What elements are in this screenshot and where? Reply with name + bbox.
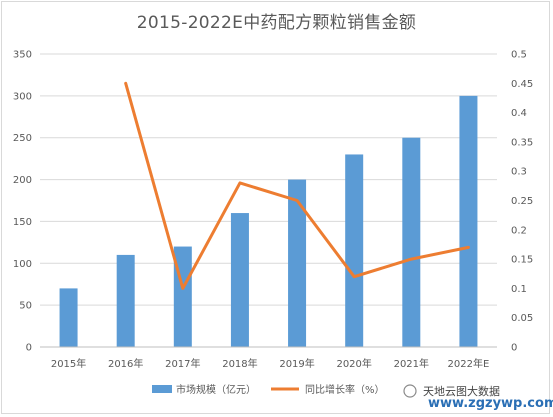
chart-title: 2015-2022E中药配方颗粒销售金额: [136, 13, 417, 33]
y-axis-tick-label: 200: [13, 175, 32, 186]
line-series: [124, 81, 470, 290]
y-axis-tick-label: 350: [13, 50, 32, 61]
bar: [402, 137, 421, 347]
x-axis-tick-label: 2019年: [279, 357, 314, 370]
y2-axis-tick-label: 0.15: [511, 255, 533, 266]
y-axis-tick-label: 50: [19, 301, 32, 312]
y2-axis-tick-label: 0.1: [511, 284, 527, 295]
y2-axis-tick-label: 0.25: [511, 196, 533, 207]
bar: [59, 288, 78, 347]
bar: [459, 95, 478, 347]
axes: 0 50 100 150 200 250 300 350 0 0.05 0.1 0.15 0.2 0.25…: [13, 50, 533, 371]
legend-label-line: 同比增长率（%）: [305, 383, 385, 396]
watermark-icon: [403, 384, 417, 398]
bar-series: [59, 95, 478, 347]
y-axis-tick-label: 0: [26, 343, 32, 354]
legend: 市场规模（亿元） 同比增长率（%）: [152, 383, 385, 396]
bar: [116, 254, 135, 347]
y-axis-tick-label: 100: [13, 259, 32, 270]
x-axis-tick-label: 2022年E: [448, 357, 490, 370]
y-axis-tick-label: 150: [13, 217, 32, 228]
watermark: 天地云图大数据 www.zgzywp.com: [403, 384, 553, 411]
bar: [288, 179, 307, 347]
legend-swatch-bar: [152, 385, 172, 393]
x-axis-tick-label: 2015年: [51, 357, 86, 370]
x-axis-tick-label: 2016年: [108, 357, 143, 370]
y2-axis-tick-label: 0.2: [511, 225, 527, 236]
y-axis-tick-label: 300: [13, 91, 32, 102]
y2-axis-tick-label: 0.4: [511, 108, 527, 119]
y2-axis-tick-label: 0.45: [511, 79, 533, 90]
legend-label-bar: 市场规模（亿元）: [176, 383, 256, 396]
x-axis-tick-label: 2018年: [222, 357, 257, 370]
y2-axis-tick-label: 0.35: [511, 137, 533, 148]
x-axis-tick-label: 2020年: [336, 357, 371, 370]
y-axis-tick-label: 250: [13, 133, 32, 144]
x-axis-tick-label: 2017年: [165, 357, 200, 370]
watermark-url: www.zgzywp.com: [428, 396, 553, 411]
x-axis-tick-label: 2021年: [394, 357, 429, 370]
bar: [230, 213, 249, 347]
watermark-source: 天地云图大数据: [423, 384, 500, 398]
y2-axis-tick-label: 0.05: [511, 313, 533, 324]
growth-rate-line: [124, 81, 470, 290]
gridlines: [40, 53, 497, 306]
y2-axis-tick-label: 0.3: [511, 167, 527, 178]
bar: [345, 154, 364, 347]
y2-axis-tick-label: 0.5: [511, 50, 527, 61]
y2-axis-tick-label: 0: [511, 343, 517, 354]
